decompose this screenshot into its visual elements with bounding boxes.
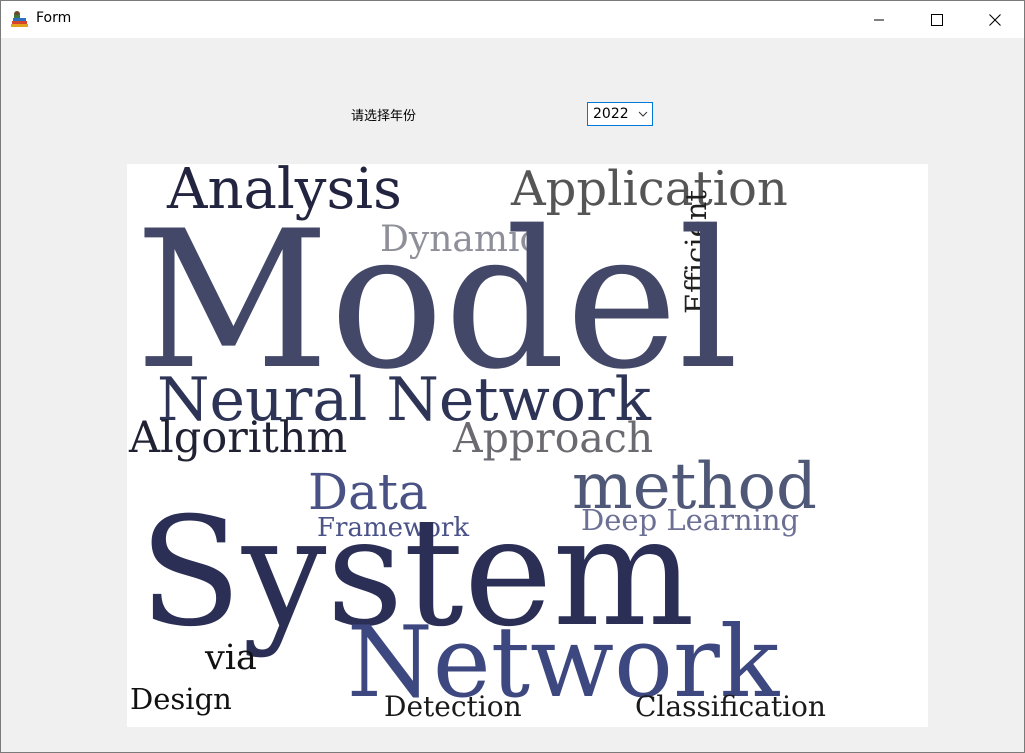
maximize-icon [931, 13, 943, 26]
close-icon [989, 13, 1001, 26]
word-neural-network: Neural Network [157, 365, 652, 435]
word-data: Data [308, 463, 428, 521]
word-algorithm: Algorithm [128, 413, 347, 463]
word-cloud: Analysis Application Dynamic Efficient M… [128, 164, 826, 723]
word-efficient: Efficient [679, 190, 713, 314]
close-button[interactable] [966, 1, 1024, 38]
word-design: Design [130, 682, 232, 716]
word-via: via [204, 638, 257, 678]
word-approach: Approach [452, 414, 653, 462]
minimize-icon [874, 19, 884, 20]
word-application: Application [510, 164, 788, 217]
word-framework: Framework [317, 513, 469, 543]
window-title: Form [36, 10, 72, 26]
app-books-icon [11, 11, 28, 27]
title-bar[interactable]: Form [1, 1, 1024, 38]
word-dynamic: Dynamic [380, 219, 540, 260]
word-system: System [139, 486, 695, 660]
year-selected-value: 2022 [593, 106, 629, 122]
word-network: Network [347, 606, 781, 720]
chevron-down-icon [638, 111, 648, 117]
word-cloud-image: Analysis Application Dynamic Efficient M… [127, 164, 928, 727]
word-classification: Classification [635, 690, 826, 723]
minimize-button[interactable] [850, 1, 908, 38]
word-model: Model [135, 190, 739, 411]
year-dropdown[interactable]: 2022 [587, 102, 653, 126]
year-label: 请选择年份 [351, 109, 417, 124]
word-method: method [572, 450, 817, 524]
word-detection: Detection [384, 690, 522, 723]
word-analysis: Analysis [166, 164, 402, 222]
word-deep-learning: Deep Learning [581, 503, 799, 537]
maximize-button[interactable] [908, 1, 966, 38]
